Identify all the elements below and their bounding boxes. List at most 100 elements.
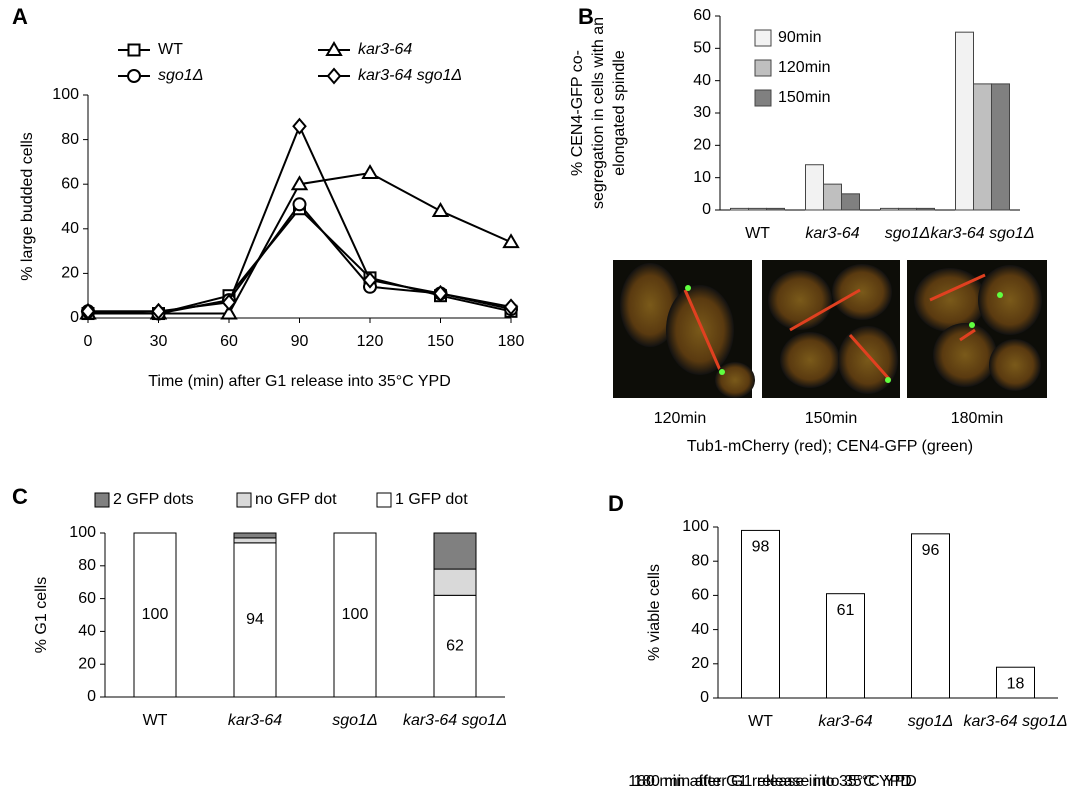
cell	[780, 332, 840, 388]
bar-segment	[433, 532, 477, 570]
legend-swatch	[754, 59, 772, 77]
marker	[502, 233, 520, 249]
y-axis-label: % CEN4-GFP co-	[569, 50, 586, 176]
x-axis-label: 180 min after G1 release into 35°C YPD	[633, 773, 917, 790]
y-tick-label: 80	[691, 552, 709, 569]
value-label: 100	[142, 606, 169, 623]
marker	[221, 293, 237, 311]
x-tick-label: 30	[150, 333, 168, 350]
y-axis-label: elongated spindle	[611, 50, 628, 176]
bar	[741, 529, 780, 699]
bar-segment	[133, 532, 177, 698]
image-caption: Tub1-mCherry (red); CEN4-GFP (green)	[687, 438, 973, 455]
marker	[362, 271, 378, 289]
x-tick-label: kar3-64	[805, 225, 859, 242]
y-tick-label: 100	[682, 518, 709, 535]
x-tick-label: sgo1Δ	[332, 712, 377, 729]
image-label: 120min	[654, 410, 706, 427]
legend-label: 120min	[778, 59, 830, 76]
marker	[220, 304, 238, 320]
legend-swatch	[754, 89, 772, 107]
legend-label: 150min	[778, 89, 830, 106]
legend-swatch	[94, 492, 110, 508]
x-tick-label: kar3-64 sgo1Δ	[963, 713, 1067, 730]
marker	[151, 302, 166, 320]
x-tick-label: 90	[291, 333, 309, 350]
panel-label: A	[12, 4, 28, 29]
x-tick-label: sgo1Δ	[908, 713, 953, 730]
legend-label: 1 GFP dot	[395, 491, 468, 508]
legend-label: 2 GFP dots	[113, 491, 194, 508]
y-tick-label: 60	[693, 7, 711, 24]
bar	[955, 31, 974, 211]
bar	[996, 666, 1035, 699]
panel-label: B	[578, 4, 594, 29]
image-label: 180min	[951, 410, 1003, 427]
legend-label: WT	[158, 41, 183, 58]
gfp-dot	[685, 285, 691, 291]
cell	[832, 264, 892, 320]
bar	[748, 207, 767, 211]
y-axis-label: segregation in cells with an	[590, 17, 607, 209]
marker	[431, 201, 450, 217]
cell	[933, 323, 997, 387]
bar	[916, 207, 935, 211]
spindle	[789, 288, 861, 332]
y-tick-label: 50	[693, 40, 711, 57]
x-tick-label: 0	[84, 333, 93, 350]
y-tick-label: 10	[693, 169, 711, 186]
value-label: 18	[1007, 675, 1025, 692]
bar	[911, 533, 950, 699]
legend-marker	[127, 43, 141, 57]
y-tick-label: 40	[61, 220, 79, 237]
cell	[666, 285, 734, 375]
x-tick-label: WT	[143, 712, 168, 729]
x-tick-label: 120	[357, 333, 384, 350]
legend-label: 90min	[778, 29, 822, 46]
panel-label: D	[608, 491, 624, 516]
marker	[80, 302, 96, 320]
x-tick-label: WT	[748, 713, 773, 730]
bar	[973, 83, 992, 211]
bar	[991, 83, 1010, 211]
value-label: 96	[922, 542, 940, 559]
x-tick-label: WT	[745, 225, 770, 242]
y-axis-label: % large budded cells	[19, 132, 36, 281]
legend-label: kar3-64	[358, 41, 412, 58]
cell	[768, 270, 832, 330]
bar	[826, 593, 865, 699]
cell	[838, 326, 898, 394]
line	[88, 172, 512, 315]
legend-marker	[325, 41, 343, 56]
y-tick-label: 20	[691, 655, 709, 672]
legend-swatch	[376, 492, 392, 508]
bar-segment	[233, 542, 277, 698]
y-tick-label: 0	[702, 201, 711, 218]
bar	[880, 207, 899, 211]
x-tick-label: 180	[498, 333, 525, 350]
marker	[503, 298, 519, 316]
y-tick-label: 80	[61, 131, 79, 148]
cell	[715, 362, 755, 398]
legend-label: kar3-64 sgo1Δ	[358, 67, 462, 84]
bar	[730, 207, 749, 211]
value-label: 98	[752, 539, 770, 556]
image-label: 150min	[805, 410, 857, 427]
line	[88, 123, 512, 313]
gfp-dot	[885, 377, 891, 383]
y-tick-label: 30	[693, 104, 711, 121]
line	[88, 207, 512, 315]
legend-swatch	[236, 492, 252, 508]
y-tick-label: 20	[61, 265, 79, 282]
bar-segment	[333, 532, 377, 698]
marker	[433, 284, 448, 303]
y-tick-label: 100	[52, 86, 79, 103]
y-tick-label: 20	[78, 655, 96, 672]
x-axis-label: Time (min) after G1 release into 35°C YP…	[148, 373, 451, 390]
value-label: 100	[342, 606, 369, 623]
bar	[823, 183, 842, 211]
legend-label: no GFP dot	[255, 491, 337, 508]
bar-segment	[433, 594, 477, 698]
spindle	[959, 328, 976, 342]
